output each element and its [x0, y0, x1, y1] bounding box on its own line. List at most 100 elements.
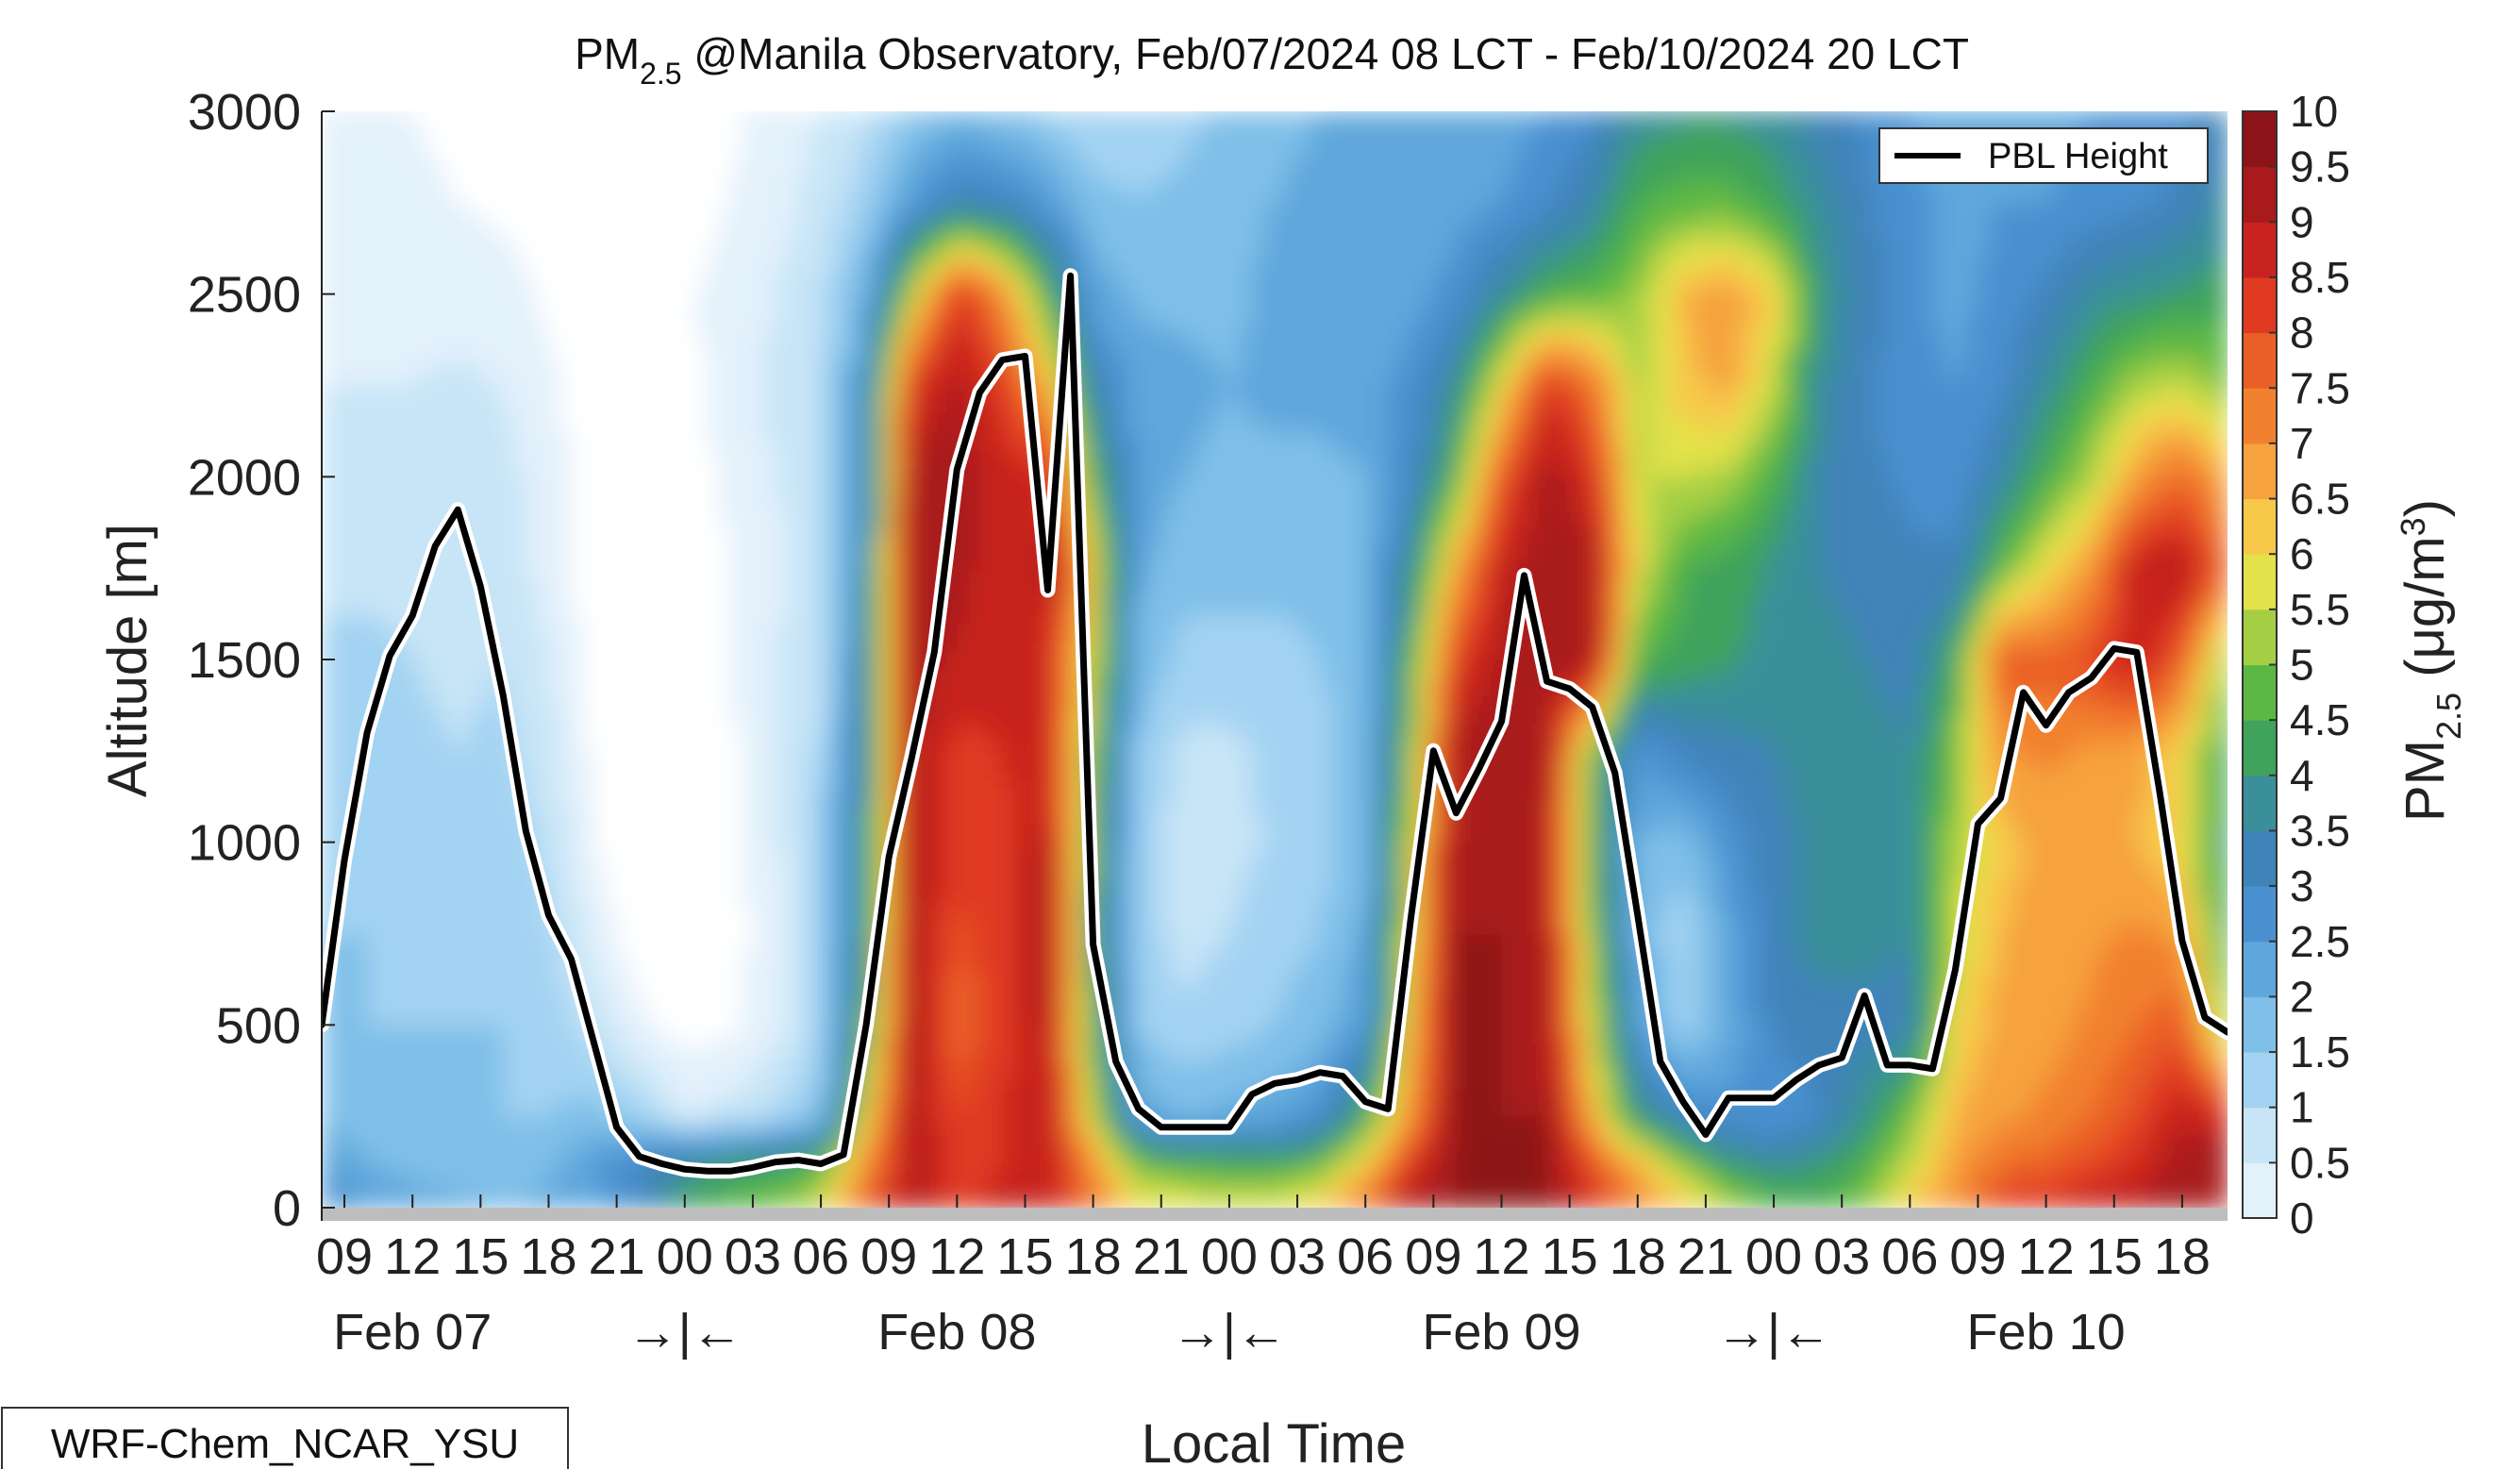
heat-cell [776, 476, 788, 487]
heat-cell [695, 787, 709, 798]
heat-cell [503, 933, 516, 944]
heat-cell [492, 586, 505, 597]
heat-cell [514, 1007, 527, 1017]
heat-cell [741, 878, 754, 890]
heat-cell [593, 705, 607, 716]
heat-cell [469, 650, 482, 660]
heat-cell [514, 705, 527, 716]
heat-cell [571, 860, 584, 871]
heat-cell [616, 988, 629, 999]
heat-cell [333, 1143, 345, 1154]
heat-cell [605, 211, 618, 223]
heat-cell [718, 978, 731, 990]
heat-cell [514, 129, 527, 141]
heat-cell [684, 978, 697, 990]
heat-cell [707, 285, 720, 295]
heat-cell [503, 842, 516, 853]
heat-cell [616, 805, 629, 816]
heat-cell [673, 750, 686, 761]
heat-cell [729, 147, 743, 159]
heat-cell [480, 394, 493, 405]
heat-cell [322, 358, 334, 369]
heat-cell [650, 1097, 663, 1109]
heat-cell [605, 586, 618, 597]
heat-cell [741, 687, 754, 697]
heat-cell [616, 1107, 629, 1118]
heat-cell [787, 1097, 799, 1109]
heat-cell [639, 1116, 652, 1127]
heat-cell [333, 157, 345, 168]
heat-cell [741, 157, 754, 168]
heat-cell [514, 1015, 527, 1027]
heat-cell [401, 1070, 414, 1081]
heat-cell [627, 504, 641, 515]
heat-cell [322, 293, 334, 305]
heat-cell [378, 842, 392, 853]
heat-cell [480, 139, 493, 149]
heat-cell [729, 1015, 743, 1027]
heat-cell [458, 494, 471, 506]
heat-cell [412, 860, 426, 871]
heat-cell [390, 340, 403, 350]
heat-cell [548, 120, 561, 131]
heat-cell [718, 476, 731, 487]
heat-cell [763, 732, 776, 743]
heat-cell [684, 988, 697, 999]
heat-cell [752, 157, 765, 168]
heat-cell [378, 997, 392, 1008]
heat-cell [605, 1052, 618, 1063]
heat-cell [322, 1034, 334, 1044]
heat-cell [639, 878, 652, 890]
heat-cell [412, 1079, 426, 1091]
heat-cell [582, 732, 595, 743]
heat-cell [605, 842, 618, 853]
heat-cell [593, 960, 607, 972]
heat-cell [729, 1180, 743, 1191]
heat-cell [718, 385, 731, 396]
heat-cell [571, 449, 584, 459]
heat-cell [480, 202, 493, 213]
heat-cell [787, 1079, 799, 1091]
heat-cell [526, 312, 539, 323]
heat-cell [718, 1134, 731, 1145]
heat-cell [492, 385, 505, 396]
heat-cell [661, 705, 675, 716]
heat-cell [356, 1107, 369, 1118]
heat-cell [650, 157, 663, 168]
heat-cell [605, 787, 618, 798]
heat-cell [514, 239, 527, 250]
heat-cell [776, 641, 788, 652]
heat-cell [729, 293, 743, 305]
heat-cell [695, 1025, 709, 1035]
heat-cell [333, 175, 345, 186]
heat-cell [593, 486, 607, 496]
heat-cell [378, 385, 392, 396]
heat-cell [424, 522, 437, 533]
heat-cell [344, 476, 357, 487]
heat-cell [378, 988, 392, 999]
heat-cell [424, 787, 437, 798]
heat-cell [707, 385, 720, 396]
heat-cell [763, 476, 776, 487]
heat-cell [741, 568, 754, 578]
heat-cell [593, 613, 607, 625]
heat-cell [333, 568, 345, 578]
heat-cell [752, 1089, 765, 1099]
heat-cell [378, 924, 392, 935]
heat-cell [435, 1007, 448, 1017]
heat-cell [582, 229, 595, 241]
heat-cell [446, 422, 459, 432]
heat-cell [559, 403, 573, 414]
heat-cell [333, 129, 345, 141]
heat-cell [729, 1034, 743, 1044]
heat-cell [729, 367, 743, 377]
heat-cell [695, 403, 709, 414]
heat-cell [571, 303, 584, 314]
heat-cell [412, 321, 426, 332]
heat-cell [639, 1198, 652, 1208]
heat-cell [639, 1015, 652, 1027]
heat-cell [627, 1079, 641, 1091]
heat-cell [435, 915, 448, 926]
heat-cell [492, 760, 505, 771]
heat-cell [322, 613, 334, 625]
